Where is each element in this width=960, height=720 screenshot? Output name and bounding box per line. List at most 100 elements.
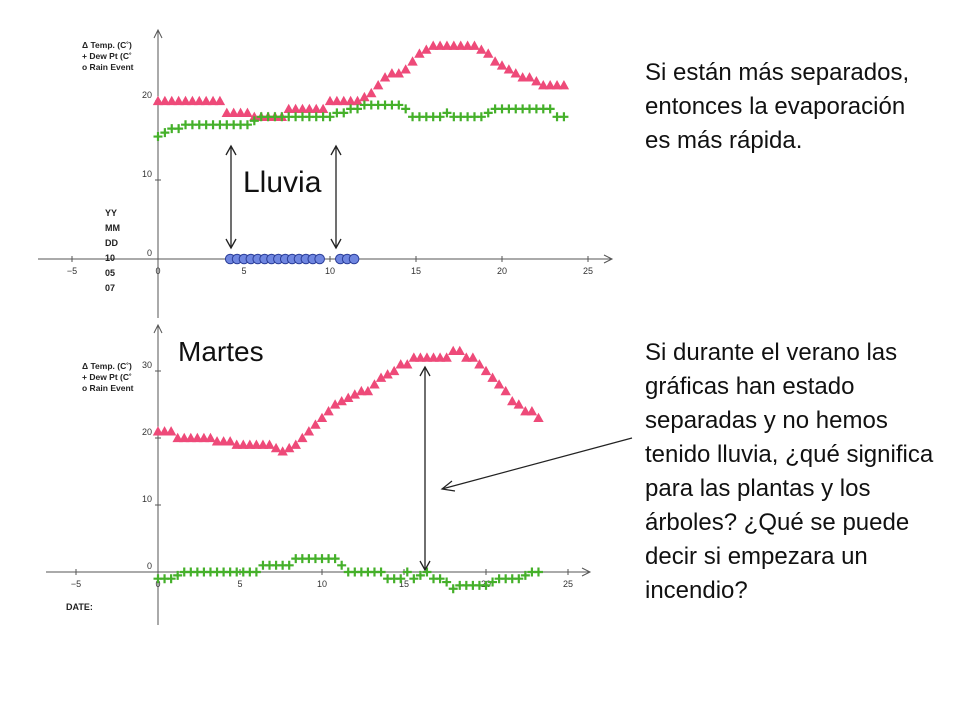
y-tick-label: 0: [147, 248, 152, 258]
temp-point: [214, 95, 226, 106]
legend-entry: o Rain Event: [82, 383, 134, 393]
temp-point: [369, 379, 380, 389]
temp-point: [244, 439, 256, 449]
temp-point: [359, 91, 370, 102]
question-text-bottom: Si durante el verano las gráficas han es…: [645, 339, 934, 604]
temp-point: [538, 80, 549, 90]
temp-point: [352, 95, 363, 106]
temp-point: [242, 107, 253, 118]
dew-point: [448, 584, 458, 594]
temp-point: [434, 40, 446, 50]
temp-point: [467, 352, 479, 362]
temp-point: [324, 95, 336, 106]
temp-point: [402, 359, 413, 369]
temp-point: [379, 72, 391, 82]
temp-point: [317, 103, 329, 114]
temp-point: [448, 40, 460, 50]
side-label: 07: [105, 283, 115, 293]
dew-point: [396, 574, 406, 584]
temp-point: [304, 103, 315, 114]
temp-point: [211, 436, 223, 446]
x-tick-label: 10: [325, 266, 335, 276]
temp-point: [408, 352, 420, 362]
dew-point: [339, 108, 349, 118]
temp-point: [323, 406, 334, 416]
dew-point: [166, 574, 176, 584]
temp-point: [434, 352, 446, 362]
temp-point: [235, 107, 246, 118]
side-label: DATE:: [66, 602, 93, 612]
dew-point: [173, 570, 183, 580]
y-axis-arrow: [153, 323, 163, 334]
temp-point: [251, 439, 262, 449]
gap-arrow-head-bottom: [419, 560, 431, 572]
temp-point: [366, 87, 377, 98]
temp-point: [165, 426, 177, 436]
temp-point: [507, 395, 518, 406]
temp-point: [421, 352, 433, 362]
temp-point: [531, 76, 542, 86]
legend-entry: + Dew Pt (C˚: [82, 51, 132, 61]
dew-point: [242, 120, 252, 130]
series-triangle: [152, 40, 570, 121]
temp-point: [329, 399, 341, 409]
temp-point: [297, 432, 308, 443]
temp-point: [407, 56, 418, 66]
temp-point: [493, 379, 505, 389]
temp-point: [489, 56, 501, 66]
temp-point: [474, 359, 485, 369]
dew-point: [481, 580, 491, 590]
y-tick-label: 10: [142, 494, 152, 504]
temp-point: [544, 80, 556, 90]
x-tick-label: 5: [241, 266, 246, 276]
temp-point: [345, 95, 356, 106]
temp-point: [469, 40, 480, 50]
dew-point: [401, 104, 411, 114]
y-tick-label: 20: [142, 90, 152, 100]
temp-point: [455, 40, 466, 50]
temp-point: [228, 107, 239, 118]
temp-point: [343, 392, 354, 402]
temp-point: [297, 103, 308, 114]
dew-point: [153, 132, 163, 142]
x-tick-label: −5: [67, 266, 77, 276]
x-tick-label: 25: [563, 579, 573, 589]
pointer-arrow-head: [440, 480, 456, 492]
series-triangle: [152, 345, 544, 456]
temp-point: [421, 44, 432, 54]
temp-point: [277, 446, 288, 456]
temp-point: [159, 95, 171, 106]
legend-entry: + Dew Pt (C˚: [82, 372, 132, 382]
temp-point: [172, 432, 183, 443]
dew-point: [415, 570, 425, 580]
y-tick-label: 10: [142, 169, 152, 179]
temp-point: [231, 439, 242, 449]
temp-point: [487, 372, 498, 382]
legend-entry: o Rain Event: [82, 62, 134, 72]
x-axis-arrow: [603, 254, 614, 264]
dew-point: [435, 112, 445, 122]
temp-point: [290, 439, 301, 449]
temp-point: [483, 48, 494, 58]
temp-point: [179, 432, 190, 443]
series-circle: [224, 253, 360, 265]
pointer-arrow: [441, 437, 633, 490]
side-label: 05: [105, 268, 115, 278]
temp-point: [520, 406, 531, 416]
side-label: MM: [105, 223, 120, 233]
dew-point: [488, 577, 498, 587]
dew-point: [251, 567, 261, 577]
x-tick-label: 10: [317, 579, 327, 589]
temp-point: [200, 95, 212, 106]
dew-point: [422, 567, 432, 577]
dew-point: [520, 570, 530, 580]
dew-point: [442, 577, 452, 587]
temp-point: [152, 426, 164, 436]
temp-point: [194, 95, 205, 106]
temp-point: [221, 107, 232, 118]
series-plus: [153, 554, 543, 594]
temp-point: [500, 385, 511, 396]
dew-point: [337, 560, 347, 570]
legend-entry: Δ Temp. (C˚): [82, 40, 132, 50]
y-axis-arrow: [153, 28, 163, 39]
